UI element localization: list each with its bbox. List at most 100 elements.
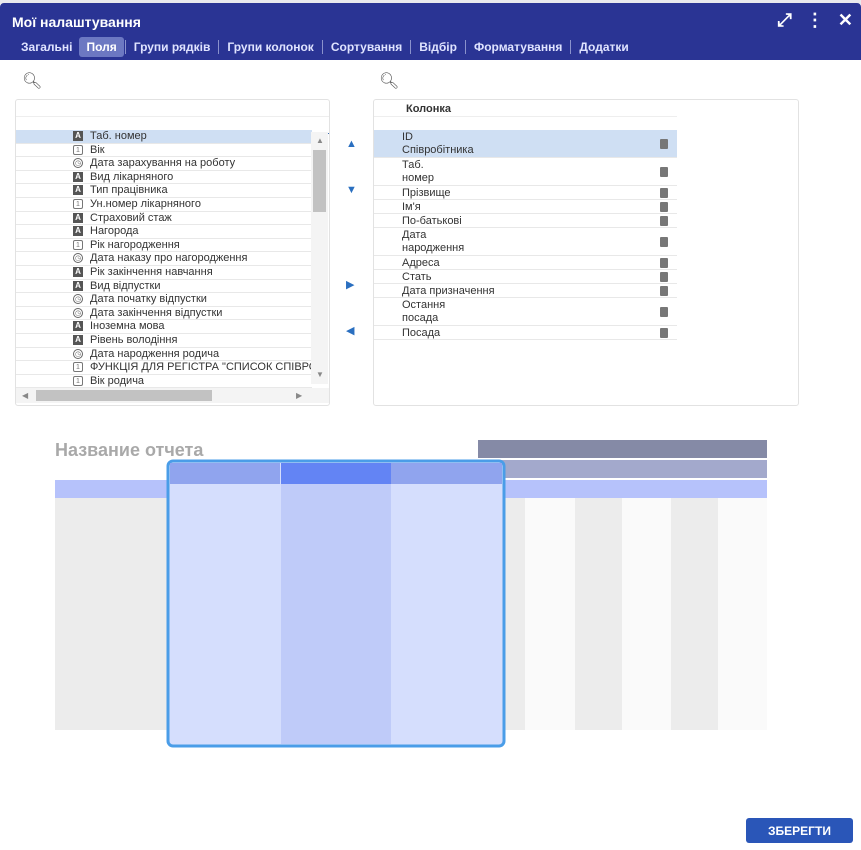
column-list-item[interactable]: Дата призначення — [374, 284, 677, 298]
number-type-icon: 1 — [73, 239, 83, 250]
date-type-icon: ◷ — [73, 158, 83, 169]
preview-title: Название отчета — [55, 440, 204, 460]
column-list-item[interactable]: Адреса — [374, 256, 677, 270]
column-label: Ім'я — [402, 201, 421, 213]
trash-icon[interactable] — [660, 286, 668, 296]
field-list-item[interactable]: A Таб. номер — [16, 130, 312, 144]
field-label: Дата зарахування на роботу — [90, 157, 236, 170]
column-list-item[interactable]: ID Співробітника — [374, 130, 677, 158]
expand-icon[interactable]: ⤢ — [777, 10, 792, 30]
move-down-button[interactable]: ▼ — [346, 184, 357, 196]
field-list-item[interactable]: A Вид відпустки — [16, 280, 312, 294]
field-list-item[interactable]: 1 ФУНКЦІЯ ДЛЯ РЕГІСТРА "СПИСОК СПІВРОБІТН… — [16, 361, 312, 375]
field-list-item[interactable]: 1 Рік нагородження — [16, 239, 312, 253]
trash-icon[interactable] — [660, 216, 668, 226]
column-list-item[interactable]: Посада — [374, 326, 677, 340]
field-list-item[interactable]: ◷ Дата народження родича — [16, 348, 312, 362]
field-list-item[interactable]: ◷ Дата зарахування на роботу — [16, 157, 312, 171]
save-button[interactable]: ЗБЕРЕГТИ — [746, 818, 853, 843]
report-preview-illustration: Название отчета — [55, 440, 768, 750]
trash-icon[interactable] — [660, 167, 668, 177]
tab-bar: Загальні Поля Групи рядків Групи колонок Сор… — [14, 37, 636, 57]
tab-separator — [570, 40, 572, 54]
vertical-scrollbar[interactable]: ▲ ▼ — [311, 132, 328, 384]
date-type-icon: ◷ — [73, 253, 83, 264]
field-list-item[interactable]: ◷ Дата наказу про нагородження — [16, 252, 312, 266]
scroll-thumb[interactable] — [36, 390, 212, 401]
tab-1[interactable]: Поля — [79, 37, 124, 57]
column-label: Дата народження — [402, 229, 465, 254]
field-list-item[interactable]: A Вид лікарняного — [16, 171, 312, 185]
string-type-icon: A — [73, 185, 83, 196]
field-list-item[interactable]: A Страховий стаж — [16, 212, 312, 226]
field-list-item[interactable]: A Тип працівника — [16, 184, 312, 198]
scroll-right-icon[interactable]: ▶ — [296, 391, 303, 400]
tab-0[interactable]: Загальні — [21, 40, 73, 54]
column-list-item[interactable]: Таб. номер — [374, 158, 677, 186]
field-label: Дата народження родича — [90, 347, 220, 360]
scroll-thumb[interactable] — [313, 150, 326, 212]
field-list-item[interactable]: ◷ Дата початку відпустки — [16, 293, 312, 307]
field-list-item[interactable]: 1 Вік — [16, 144, 312, 158]
column-list-item[interactable]: Ім'я — [374, 200, 677, 214]
scroll-left-icon[interactable]: ◀ — [22, 391, 29, 400]
field-list-item[interactable]: A Рік закінчення навчання — [16, 266, 312, 280]
column-header: Колонка — [406, 103, 451, 115]
scroll-up-icon[interactable]: ▲ — [316, 136, 324, 145]
field-label: Дата початку відпустки — [90, 293, 207, 306]
trash-icon[interactable] — [660, 328, 668, 338]
column-list-item[interactable]: Прізвище — [374, 186, 677, 200]
column-label: Посада — [402, 327, 441, 339]
field-label: Тип працівника — [90, 184, 168, 197]
tab-7[interactable]: Додатки — [579, 40, 629, 54]
trash-icon[interactable] — [660, 202, 668, 212]
field-list-item[interactable]: ◷ Дата закінчення відпустки — [16, 307, 312, 321]
tab-2[interactable]: Групи рядків — [133, 40, 211, 54]
number-type-icon: 1 — [73, 362, 83, 373]
available-fields-panel: A Таб. номер 1 Вік ◷ Дата зарахування на робо… — [15, 99, 330, 406]
scroll-down-icon[interactable]: ▼ — [316, 370, 324, 379]
add-field-button[interactable]: ▶ — [346, 279, 355, 291]
field-list-item[interactable]: 1 Вік родича — [16, 375, 312, 389]
tab-6[interactable]: Форматування — [473, 40, 563, 54]
date-type-icon: ◷ — [73, 294, 83, 305]
field-list-item[interactable]: 1 Ун.номер лікарняного — [16, 198, 312, 212]
tab-4[interactable]: Сортування — [330, 40, 403, 54]
selected-columns-panel: Колонка ID Співробітника Таб. номер Прізви… — [373, 99, 799, 406]
more-vertical-icon[interactable]: ⋮ — [805, 10, 824, 30]
date-type-icon: ◷ — [73, 307, 83, 318]
string-type-icon: A — [73, 321, 83, 332]
tab-5[interactable]: Відбір — [419, 40, 457, 54]
string-type-icon: A — [73, 335, 83, 345]
column-list-item[interactable]: Стать — [374, 270, 677, 284]
move-up-button[interactable]: ▲ — [346, 138, 357, 150]
trash-icon[interactable] — [660, 258, 668, 268]
field-label: Таб. номер — [90, 130, 147, 142]
column-list-item[interactable]: Дата народження — [374, 228, 677, 256]
search-icon[interactable]: 🔍︎ — [379, 73, 400, 90]
field-list-item[interactable]: A Іноземна мова — [16, 320, 312, 334]
trash-icon[interactable] — [660, 188, 668, 198]
column-label: Остання посада — [402, 299, 446, 324]
search-icon[interactable]: 🔍︎ — [22, 73, 43, 90]
field-label: ФУНКЦІЯ ДЛЯ РЕГІСТРА "СПИСОК СПІВРОБІТНИ… — [90, 361, 312, 374]
field-list-item[interactable]: A Рівень володіння — [16, 334, 312, 348]
background-strip — [0, 0, 861, 4]
trash-icon[interactable] — [660, 307, 668, 317]
trash-icon[interactable] — [660, 139, 668, 149]
tab-3[interactable]: Групи колонок — [227, 40, 314, 54]
column-list-item[interactable]: По-батькові — [374, 214, 677, 228]
field-list-item[interactable]: A Нагорода — [16, 225, 312, 239]
field-label: Вид лікарняного — [90, 170, 174, 183]
horizontal-scrollbar[interactable]: ◀ ▶ — [16, 388, 329, 403]
string-type-icon: A — [73, 171, 83, 182]
remove-field-button[interactable]: ◀ — [346, 325, 355, 337]
trash-icon[interactable] — [660, 272, 668, 282]
preview-table-graphic — [55, 440, 767, 748]
close-icon[interactable]: ✕ — [837, 10, 853, 30]
trash-icon[interactable] — [660, 237, 668, 247]
dialog-header: Мої налаштування ⤢ ⋮ ✕ Загальні Поля Групи… — [0, 3, 861, 60]
field-label: Рівень володіння — [90, 334, 178, 346]
header-row — [16, 100, 329, 117]
column-list-item[interactable]: Остання посада — [374, 298, 677, 326]
